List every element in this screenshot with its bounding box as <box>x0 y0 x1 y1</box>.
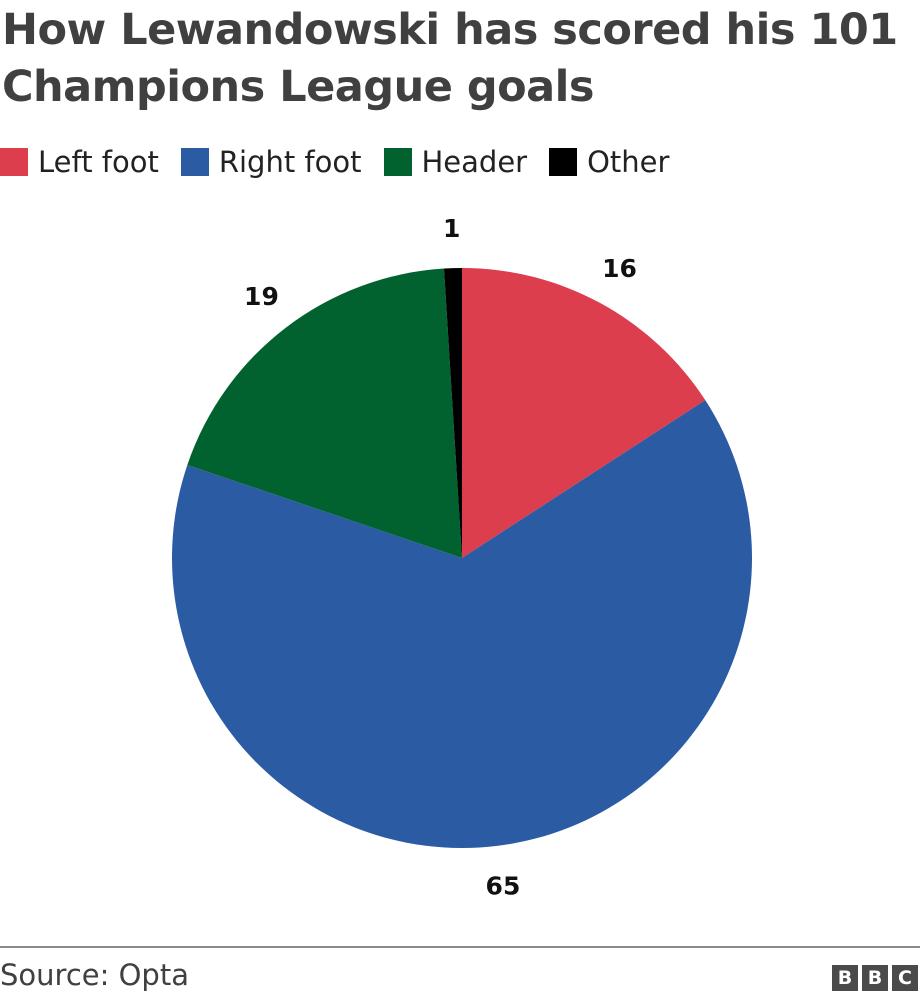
legend-item-right-foot: Right foot <box>180 145 362 179</box>
legend-item-left-foot: Left foot <box>0 145 159 179</box>
legend-label-header: Header <box>421 145 528 179</box>
slice-label-left-foot: 16 <box>602 254 637 283</box>
legend-swatch-header <box>383 148 412 176</box>
footer-divider <box>0 946 920 948</box>
legend-item-header: Header <box>383 145 528 179</box>
legend-label-left-foot: Left foot <box>38 145 159 179</box>
legend-swatch-other <box>549 148 578 176</box>
legend-swatch-right-foot <box>180 148 209 176</box>
source-note: Source: Opta <box>0 958 189 992</box>
chart-title: How Lewandowski has scored his 101 Champ… <box>2 5 898 112</box>
slice-label-right-foot: 65 <box>486 871 521 900</box>
legend-item-other: Other <box>549 145 669 179</box>
slice-label-other: 1 <box>443 214 460 243</box>
legend-label-right-foot: Right foot <box>218 145 362 179</box>
pie-slice-left-foot <box>462 268 706 558</box>
legend-swatch-left-foot <box>0 148 28 176</box>
pie-slice-header <box>187 268 463 558</box>
pie-chart: 16 65 19 1 <box>172 214 753 900</box>
pie-slice-right-foot <box>172 400 753 848</box>
bbc-logo-letter-c: C <box>892 965 918 991</box>
bbc-logo-letter-b1: B <box>832 965 858 991</box>
bbc-logo: B B C <box>828 965 918 991</box>
pie-slice-other <box>443 268 462 558</box>
slice-label-header: 19 <box>244 282 279 311</box>
legend: Left foot Right foot Header Other <box>0 145 691 179</box>
legend-label-other: Other <box>587 145 670 179</box>
bbc-logo-letter-b2: B <box>862 965 888 991</box>
